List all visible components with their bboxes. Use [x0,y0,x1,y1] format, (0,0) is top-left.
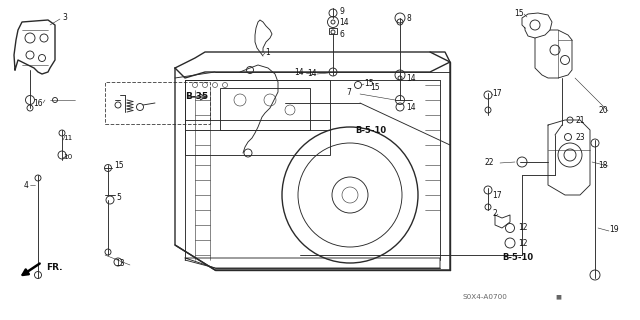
Text: 14: 14 [406,102,415,111]
Text: 5: 5 [116,194,121,203]
Text: 17: 17 [492,190,502,199]
Text: 23: 23 [575,132,584,141]
Text: 14: 14 [406,74,415,83]
Text: 14: 14 [339,18,349,27]
Text: 14: 14 [294,68,304,76]
Text: 10: 10 [63,154,72,160]
Bar [185,80,330,155]
Text: 15: 15 [515,9,524,18]
Text: B-5-10: B-5-10 [502,253,533,262]
Text: 15: 15 [370,83,380,92]
Text: 9: 9 [339,6,344,15]
Text: 11: 11 [63,135,72,141]
Text: 14: 14 [307,68,317,77]
Text: 20: 20 [598,106,608,115]
Bar [220,88,310,130]
Text: S0X4-A0700: S0X4-A0700 [462,294,507,300]
Bar [105,82,210,124]
Text: 8: 8 [406,13,411,22]
Text: 7: 7 [346,87,351,97]
Text: ■: ■ [555,294,561,300]
Text: 18: 18 [598,161,608,170]
Text: 1: 1 [265,47,269,57]
Text: 21: 21 [576,116,586,124]
Text: 17: 17 [492,89,502,98]
Text: 15: 15 [114,161,124,170]
Text: 12: 12 [518,223,527,233]
Bar [329,28,337,34]
Text: 6: 6 [339,29,344,38]
Text: 19: 19 [609,226,619,235]
Text: FR.: FR. [46,263,63,273]
Text: B-35: B-35 [185,92,208,100]
Text: 12: 12 [518,238,527,247]
Text: 2: 2 [492,209,497,218]
Text: 15: 15 [364,78,374,87]
Text: 22: 22 [484,157,493,166]
Text: 13: 13 [115,259,125,268]
Text: 3: 3 [62,12,67,21]
Text: 16: 16 [33,99,43,108]
Text: B-5-10: B-5-10 [355,125,386,134]
Text: 4: 4 [23,180,28,189]
